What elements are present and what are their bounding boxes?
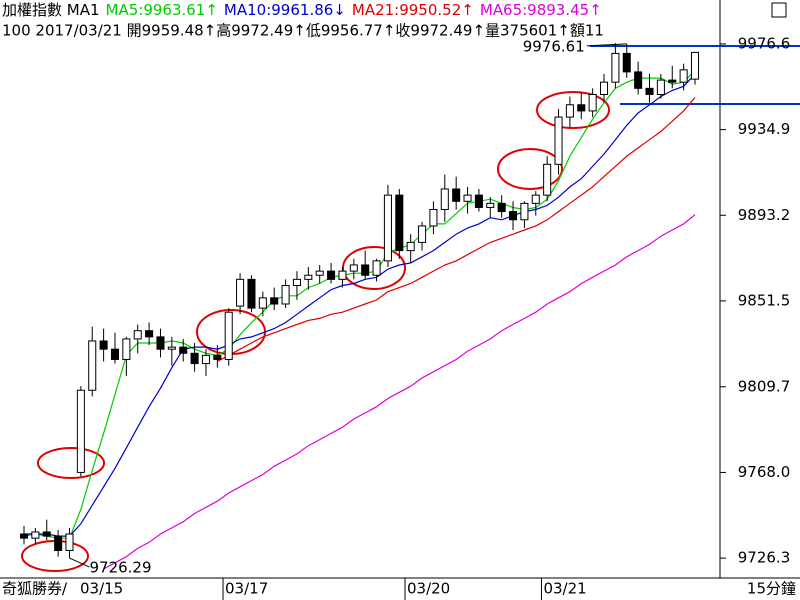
candle-body <box>349 264 358 272</box>
legend-entry: MA10:9961.86↓ <box>224 1 346 19</box>
candle-body <box>656 79 665 95</box>
candle-body <box>76 389 85 473</box>
y-tick-label: 9809.7 <box>738 377 791 395</box>
y-tick-label: 9893.2 <box>738 206 791 224</box>
x-tick-label: 03/21 <box>543 580 586 598</box>
legend: 加權指數 MA1 MA5:9963.61↑ MA10:9961.86↓ MA21:99… <box>2 1 602 19</box>
x-tick-label: 03/17 <box>225 580 268 598</box>
ellipse <box>497 148 563 190</box>
candle-body <box>258 297 267 309</box>
candle-body <box>156 336 165 350</box>
candle-body <box>372 260 381 276</box>
candle-body <box>474 194 483 208</box>
candle-body <box>42 531 51 537</box>
ma-line <box>217 97 696 363</box>
candle-body <box>634 71 643 89</box>
candle-body <box>406 241 415 252</box>
annotation-leader <box>69 557 90 568</box>
candle-body <box>599 81 609 95</box>
candle-body <box>145 330 154 338</box>
candle-body <box>463 194 472 202</box>
y-tick-label: 9726.3 <box>738 549 791 567</box>
source-label: 奇狐勝券/ <box>2 580 68 598</box>
candle-body <box>54 535 63 551</box>
annotation: 9976.61 <box>523 37 585 55</box>
candle-body <box>645 87 654 95</box>
y-tick-label: 9851.5 <box>738 291 791 309</box>
candle-body <box>383 194 392 262</box>
candle-body <box>99 340 108 350</box>
candle-body <box>201 354 210 365</box>
candle-body <box>622 52 631 73</box>
candle-body <box>65 533 74 551</box>
candle-body <box>668 79 677 83</box>
x-tick-label: 03/15 <box>80 580 123 598</box>
candle-body <box>554 116 563 165</box>
candle-body <box>88 340 97 391</box>
annotation-leader <box>586 43 627 47</box>
interval-label: 15分鐘 <box>747 580 796 598</box>
legend-entry: MA21:9950.52↑ <box>352 1 474 19</box>
candle-body <box>611 52 620 83</box>
candle-body <box>224 311 233 360</box>
candle-body <box>122 338 131 360</box>
corner-button[interactable] <box>771 2 787 18</box>
candle-body <box>327 270 336 280</box>
candle-body <box>690 51 700 80</box>
candle-body <box>236 278 245 307</box>
candle-body <box>497 202 506 213</box>
candle-body <box>190 352 199 365</box>
y-tick-label: 9934.9 <box>738 120 791 138</box>
candle-body <box>281 285 290 305</box>
candle-body <box>315 270 324 276</box>
title: 加權指數 MA1 <box>2 1 100 19</box>
candle-body <box>486 202 495 208</box>
candle-body <box>543 163 552 196</box>
candle-body <box>110 348 120 360</box>
y-tick-label: 9976.6 <box>738 34 791 52</box>
legend-entry: MA65:9893.45↑ <box>480 1 602 19</box>
candle-body <box>338 270 347 280</box>
candle-body <box>565 104 574 118</box>
candle-body <box>304 274 313 280</box>
candle-body <box>440 188 449 211</box>
y-tick-label: 9768.0 <box>738 463 791 481</box>
ma-line <box>24 73 696 537</box>
ellipse <box>37 447 105 479</box>
candle-body <box>520 202 529 221</box>
candle-body <box>531 194 540 204</box>
candle-body <box>429 209 438 227</box>
candle-body <box>31 531 40 539</box>
ellipse <box>536 91 610 129</box>
candle-body <box>679 69 688 83</box>
candle-body <box>577 104 586 112</box>
candle-body <box>452 188 461 202</box>
candle-body <box>270 297 279 305</box>
candle-body <box>361 264 370 276</box>
candle-body <box>247 278 256 309</box>
candle-body <box>167 346 176 350</box>
annotation: 9726.29 <box>89 559 151 577</box>
candle-body <box>133 330 142 340</box>
candle-body <box>179 346 188 354</box>
candle-body <box>213 354 222 360</box>
candle-body <box>509 211 518 221</box>
candle-body <box>19 533 29 539</box>
ma-line <box>23 70 696 539</box>
ellipse <box>342 246 406 290</box>
x-tick-label: 03/20 <box>407 580 450 598</box>
candle-body <box>292 278 301 287</box>
candle-body <box>395 194 404 252</box>
info-line: 100 2017/03/21 開9959.48↑高9972.49↑低9956.7… <box>2 22 604 40</box>
legend-entry: MA5:9963.61↑ <box>106 1 218 19</box>
candle-body <box>418 225 427 243</box>
ma-line <box>103 214 696 570</box>
candle-body <box>588 93 597 112</box>
